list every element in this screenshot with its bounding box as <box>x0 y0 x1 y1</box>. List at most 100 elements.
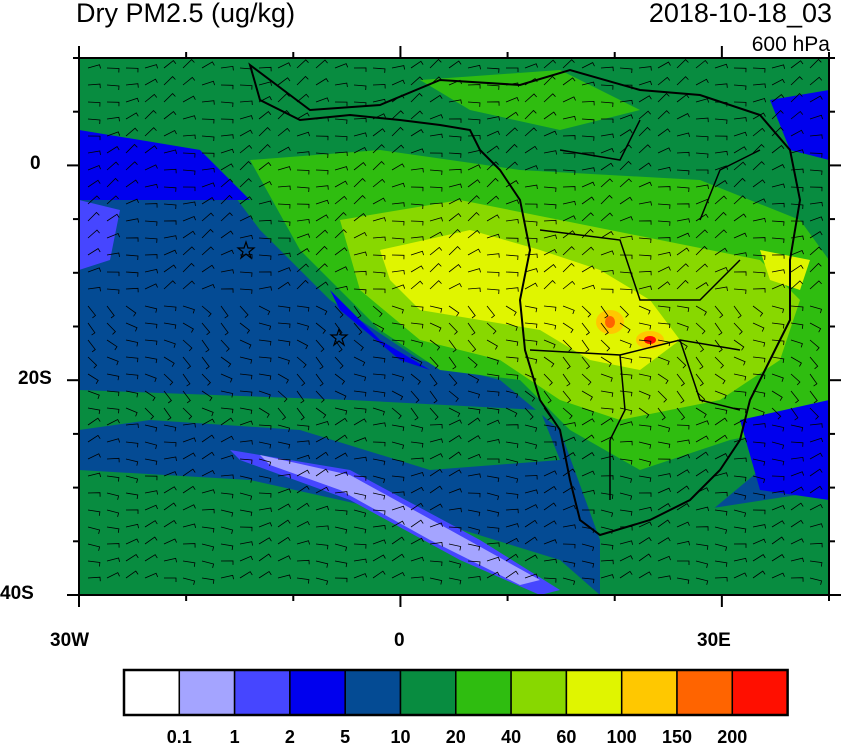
wind-barb <box>239 541 253 546</box>
wind-barb <box>87 453 101 460</box>
wind-barb <box>125 390 139 398</box>
wind-barb <box>714 491 728 497</box>
wind-barb <box>714 135 728 141</box>
wind-barb <box>429 453 443 460</box>
wind-barb <box>201 61 215 69</box>
wind-barb <box>809 246 822 256</box>
wind-barb <box>467 229 481 239</box>
wind-barb <box>87 83 101 89</box>
wind-barb <box>201 118 215 124</box>
wind-barb <box>600 178 613 188</box>
wind-barb <box>429 202 443 208</box>
wind-barb <box>296 59 309 69</box>
wind-barb <box>695 560 709 568</box>
wind-barb <box>524 424 538 432</box>
wind-barb <box>581 373 592 386</box>
wind-barb <box>125 112 139 120</box>
wind-barb <box>410 280 424 290</box>
wind-barb <box>676 151 690 157</box>
wind-barb <box>695 263 708 273</box>
wind-barb <box>296 469 310 477</box>
wind-barb <box>239 84 253 90</box>
wind-barb <box>676 356 687 369</box>
wind-barb <box>562 452 576 460</box>
wind-barb <box>182 76 196 86</box>
wind-barb <box>790 220 804 226</box>
wind-barb <box>733 67 747 73</box>
wind-barb <box>258 492 272 498</box>
wind-barb <box>638 475 652 482</box>
wind-barb <box>220 492 234 499</box>
wind-barb <box>467 575 481 581</box>
y-tick-label: 0 <box>30 153 41 174</box>
wind-barb <box>391 390 404 401</box>
wind-barb <box>809 437 824 443</box>
wind-barb <box>733 161 747 171</box>
wind-barb <box>87 248 101 256</box>
wind-barb <box>771 237 785 244</box>
wind-barb <box>467 322 476 336</box>
wind-barb <box>429 133 443 139</box>
wind-barb <box>315 59 328 69</box>
wind-barb <box>277 519 291 528</box>
wind-barb <box>714 509 728 516</box>
wind-barb <box>315 451 329 460</box>
wind-barb <box>144 490 158 495</box>
wind-barb <box>790 456 804 462</box>
wind-barb <box>809 390 818 404</box>
wind-barb <box>790 519 804 528</box>
wind-barb <box>258 407 270 418</box>
wind-barb <box>657 441 671 449</box>
wind-barb <box>543 169 557 174</box>
wind-barb <box>771 490 785 495</box>
wind-barb <box>106 131 121 137</box>
wind-barb <box>410 424 424 432</box>
wind-barb <box>790 235 804 240</box>
wind-barb <box>486 407 500 414</box>
wind-barb <box>467 84 481 89</box>
wind-barb <box>505 390 519 398</box>
wind-barb <box>467 509 481 517</box>
wind-barb <box>543 75 556 86</box>
wind-barb <box>410 390 420 404</box>
wind-barb <box>296 203 310 209</box>
wind-barb <box>657 407 666 421</box>
wind-barb <box>125 570 139 579</box>
wind-barb <box>581 81 595 87</box>
wind-barb <box>714 180 728 188</box>
wind-barb <box>809 114 823 120</box>
wind-barb <box>733 543 747 548</box>
wind-barb <box>486 271 500 277</box>
wind-barb <box>144 339 158 346</box>
wind-barb <box>543 322 557 330</box>
wind-barb <box>391 536 405 545</box>
wind-barb <box>182 437 197 443</box>
wind-barb <box>201 212 214 222</box>
wind-barb <box>353 251 367 256</box>
wind-barb <box>695 407 707 419</box>
wind-barb <box>277 267 291 273</box>
wind-barb <box>752 373 766 380</box>
wind-barb <box>258 322 272 331</box>
wind-barb <box>315 468 329 477</box>
wind-barb <box>353 67 367 72</box>
wind-barb <box>771 554 785 562</box>
wind-barb <box>201 560 215 568</box>
wind-barb <box>353 213 367 222</box>
wind-barb <box>524 390 536 402</box>
wind-barb <box>372 236 386 242</box>
wind-barb <box>733 146 747 154</box>
wind-barb <box>87 322 96 336</box>
wind-barb <box>752 254 766 260</box>
wind-barb <box>676 305 690 312</box>
wind-barb <box>752 237 766 242</box>
wind-barb <box>486 67 500 73</box>
wind-barb <box>277 185 291 191</box>
wind-barb <box>467 164 481 171</box>
wind-barb <box>87 576 101 582</box>
wind-barb <box>562 436 576 443</box>
wind-barb <box>87 526 101 534</box>
wind-barb <box>486 177 499 188</box>
wind-barb <box>505 475 519 483</box>
wind-barb <box>657 473 671 478</box>
